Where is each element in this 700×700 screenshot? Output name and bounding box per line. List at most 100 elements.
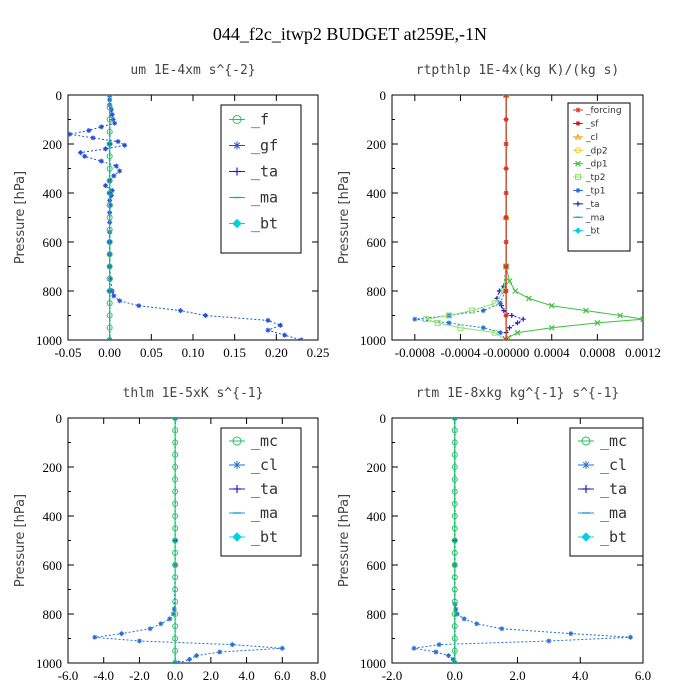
y-tick-label: 800 bbox=[367, 284, 387, 299]
data-point bbox=[92, 634, 98, 640]
data-point bbox=[82, 153, 88, 159]
y-tick-label: 400 bbox=[43, 186, 63, 201]
data-point bbox=[119, 631, 125, 637]
data-point bbox=[265, 317, 271, 323]
data-point bbox=[451, 574, 458, 581]
data-point bbox=[106, 239, 113, 245]
data-point bbox=[194, 653, 200, 659]
data-point bbox=[172, 418, 179, 421]
series-layer bbox=[92, 418, 285, 663]
data-point bbox=[501, 308, 507, 314]
data-point bbox=[172, 549, 179, 556]
data-point bbox=[86, 128, 92, 134]
legend-label: _ma bbox=[585, 213, 605, 223]
data-point bbox=[451, 562, 458, 568]
data-point bbox=[106, 165, 113, 172]
data-point bbox=[451, 513, 458, 519]
y-tick-label: 200 bbox=[43, 137, 63, 152]
data-point bbox=[515, 320, 520, 326]
data-point bbox=[170, 611, 176, 617]
data-point bbox=[503, 264, 509, 269]
data-point bbox=[640, 316, 643, 323]
panel-title: rtpthlp 1E-4x(kg K)/(kg s) bbox=[416, 63, 620, 78]
x-tick-label: -0.0008 bbox=[395, 345, 435, 360]
data-point bbox=[172, 635, 179, 642]
data-point bbox=[98, 158, 104, 164]
data-point bbox=[106, 95, 113, 98]
data-point bbox=[491, 300, 498, 307]
legend-label: _bt bbox=[251, 215, 278, 233]
data-point bbox=[172, 439, 179, 446]
data-point bbox=[217, 649, 223, 655]
data-point bbox=[111, 293, 117, 299]
series-layer bbox=[412, 95, 643, 340]
data-point bbox=[106, 177, 113, 184]
data-point bbox=[167, 616, 173, 622]
data-point bbox=[461, 616, 467, 622]
x-tick-label: -0.05 bbox=[54, 345, 81, 360]
data-point bbox=[136, 303, 142, 309]
data-point bbox=[172, 598, 179, 605]
legend: _mc _cl _ta _ma _bt bbox=[569, 427, 644, 557]
data-point bbox=[110, 117, 116, 122]
x-tick-label: 4.0 bbox=[572, 668, 588, 683]
data-point bbox=[451, 611, 458, 617]
data-point bbox=[503, 337, 509, 340]
data-point bbox=[548, 324, 555, 331]
data-point bbox=[265, 327, 271, 333]
x-tick-label: -0.00000 bbox=[483, 345, 530, 360]
data-point bbox=[106, 128, 113, 135]
data-point bbox=[298, 337, 304, 340]
legend: _f _gf _ta _ma _bt bbox=[220, 104, 302, 254]
legend-label: _ma bbox=[251, 189, 278, 207]
data-point bbox=[172, 586, 179, 593]
data-point bbox=[68, 131, 73, 137]
data-point bbox=[172, 537, 179, 544]
data-point bbox=[106, 141, 113, 147]
x-tick-label: 0.15 bbox=[223, 345, 246, 360]
y-axis-label: Pressure [hPa] bbox=[13, 494, 28, 587]
y-axis-label: Pressure [hPa] bbox=[337, 171, 352, 264]
legend-label: _bt bbox=[600, 528, 627, 546]
x-tick-label: 6.0 bbox=[274, 668, 290, 683]
x-tick-label: 6.0 bbox=[635, 668, 651, 683]
series-line-gf bbox=[69, 95, 302, 340]
data-point bbox=[480, 308, 486, 314]
data-point bbox=[451, 427, 458, 434]
y-tick-label: 600 bbox=[367, 235, 387, 250]
x-tick-label: 0.20 bbox=[265, 345, 288, 360]
data-point bbox=[172, 500, 179, 507]
data-point bbox=[282, 332, 288, 338]
legend-label: _cl bbox=[585, 133, 598, 143]
data-point bbox=[548, 302, 555, 309]
data-point bbox=[106, 300, 113, 307]
data-point bbox=[503, 313, 509, 318]
data-point bbox=[436, 642, 442, 648]
data-point bbox=[451, 660, 458, 663]
legend: _forcing _sf _cl _dp2 _dp1 _tp2 _tp1 _ta _ma _bt bbox=[567, 102, 631, 252]
y-tick-label: 400 bbox=[367, 186, 387, 201]
data-point bbox=[503, 95, 509, 98]
figure-title: 044_f2c_itwp2 BUDGET at259E,-1N bbox=[213, 24, 487, 44]
data-point bbox=[499, 626, 505, 632]
y-tick-label: 1000 bbox=[360, 333, 386, 348]
data-point bbox=[106, 324, 113, 331]
x-tick-label: 0.0008 bbox=[579, 345, 615, 360]
data-point bbox=[627, 634, 633, 640]
x-tick-label: 0.0 bbox=[447, 668, 463, 683]
x-tick-label: -4.0 bbox=[93, 668, 114, 683]
data-point bbox=[106, 288, 113, 294]
data-point bbox=[106, 214, 113, 221]
y-tick-label: 800 bbox=[367, 607, 387, 622]
data-point bbox=[506, 278, 513, 285]
data-point bbox=[423, 316, 430, 323]
data-point bbox=[117, 168, 123, 174]
data-point bbox=[136, 638, 142, 644]
data-point bbox=[172, 611, 179, 617]
data-point bbox=[98, 124, 104, 130]
data-point bbox=[451, 635, 458, 642]
data-point bbox=[451, 647, 458, 654]
legend-label: _gf bbox=[251, 137, 278, 155]
data-point bbox=[90, 135, 96, 141]
data-point bbox=[509, 313, 515, 318]
